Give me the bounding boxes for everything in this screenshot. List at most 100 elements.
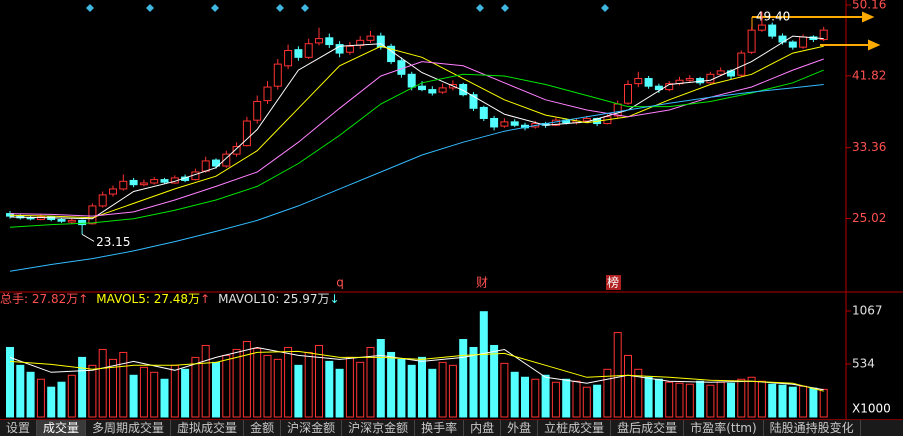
- candle-body: [654, 85, 663, 91]
- candle-body: [139, 182, 148, 186]
- high-label: 49.40: [756, 10, 790, 24]
- volume-bar: [613, 332, 622, 418]
- volume-bar: [109, 358, 117, 418]
- volume-bar: [232, 348, 241, 418]
- volume-bar: [284, 346, 293, 418]
- low-label: 23.15: [96, 235, 130, 249]
- candle-body: [212, 159, 220, 167]
- tab[interactable]: 立桩成交量: [538, 420, 612, 436]
- volume-bar: [356, 361, 365, 418]
- y-tick-label: 25.02: [852, 211, 886, 225]
- candle-body: [799, 36, 808, 48]
- volume-bar: [263, 354, 272, 418]
- candle-body: [325, 37, 334, 46]
- tab[interactable]: 设置: [0, 420, 38, 436]
- volume-bar: [562, 378, 571, 418]
- candle-body: [459, 83, 468, 96]
- marker: 财: [476, 276, 488, 290]
- volume-bar: [418, 356, 426, 418]
- tab[interactable]: 换手率: [415, 420, 465, 436]
- volume-bar: [479, 311, 488, 418]
- volume-bar: [788, 386, 797, 418]
- tab[interactable]: 多周期成交量: [86, 420, 172, 436]
- candle-body: [747, 29, 756, 53]
- diamonds: [86, 4, 609, 12]
- volume-bar: [459, 339, 468, 418]
- header-item: MAVOL10: 25.97万: [218, 292, 329, 306]
- candle-body: [294, 49, 303, 58]
- tab[interactable]: 外盘: [501, 420, 539, 436]
- tab[interactable]: 沪深京金额: [342, 420, 416, 436]
- ma-line: [9, 69, 824, 228]
- volume-bar: [490, 344, 499, 418]
- low-pointer: [81, 233, 95, 242]
- volume-bar: [706, 384, 715, 418]
- y-tick-label: 50.16: [852, 0, 886, 12]
- tab[interactable]: 内盘: [464, 420, 502, 436]
- y-tick-label: 534: [852, 356, 875, 370]
- y-tick-label: 1067: [852, 304, 883, 318]
- volume-bar: [768, 383, 777, 418]
- volume-bar: [129, 374, 138, 418]
- candle-body: [582, 117, 591, 122]
- candle-body: [737, 52, 746, 76]
- tab[interactable]: 市盈率(ttm): [684, 420, 764, 436]
- candle-body: [284, 50, 293, 67]
- volume-bar: [201, 344, 210, 418]
- volume-bar: [510, 371, 519, 418]
- volume-bar: [212, 361, 220, 418]
- volume-bar: [448, 364, 457, 418]
- header-arrow: ↑: [200, 292, 210, 306]
- volume-bar: [78, 356, 87, 418]
- ma-line: [9, 84, 824, 272]
- volume-bar: [541, 374, 550, 418]
- marker: q: [336, 276, 344, 290]
- candle-body: [263, 86, 272, 102]
- volume-bar: [428, 368, 437, 418]
- y-tick-label: 33.36: [852, 140, 886, 154]
- candle-body: [624, 83, 632, 104]
- volume-bar: [139, 366, 148, 418]
- tab[interactable]: 成交量: [37, 420, 87, 436]
- volume-bar: [57, 381, 66, 418]
- candle-body: [26, 217, 35, 220]
- candle-body: [634, 78, 643, 85]
- tab[interactable]: 陆股通持股变化: [764, 420, 861, 436]
- volume-bar: [654, 378, 663, 418]
- volume-bar: [222, 354, 231, 418]
- candle-body: [819, 29, 828, 40]
- volume-bar: [521, 376, 529, 418]
- candle-body: [418, 85, 426, 91]
- volume-bar: [727, 382, 735, 418]
- candle-body: [57, 219, 66, 222]
- candle-body: [201, 160, 210, 172]
- volume-bar: [181, 368, 190, 418]
- tab[interactable]: 盘后成交量: [611, 420, 685, 436]
- volume-bar: [253, 347, 262, 418]
- ma-line: [9, 35, 824, 220]
- volume-bar: [469, 346, 478, 418]
- candle-body: [407, 73, 416, 88]
- candle-body: [88, 205, 97, 225]
- volume-bar: [665, 381, 674, 418]
- volume-bar: [315, 344, 323, 418]
- candle-body: [500, 121, 509, 127]
- volume-bar: [170, 364, 179, 418]
- candle-body: [315, 38, 323, 44]
- volume-bar: [325, 360, 334, 418]
- candle-body: [98, 194, 107, 207]
- volume-bar: [376, 339, 385, 418]
- candle-body: [67, 219, 76, 223]
- tab[interactable]: 沪深金额: [281, 420, 343, 436]
- tab-bar: 设置 成交量 多周期成交量 虚拟成交量 金额 沪深金额 沪深京金额 换手率 内盘 外盘 立桩成交量盘…: [0, 419, 903, 436]
- ma-line: [9, 58, 824, 217]
- volume-bar: [36, 378, 45, 418]
- tab[interactable]: 金额: [244, 420, 282, 436]
- volume-bar: [593, 384, 602, 418]
- candle-body: [129, 179, 138, 186]
- tab[interactable]: 虚拟成交量: [171, 420, 245, 436]
- volume-bar: [119, 351, 128, 418]
- volume-bar: [335, 368, 344, 418]
- candle-body: [78, 219, 87, 226]
